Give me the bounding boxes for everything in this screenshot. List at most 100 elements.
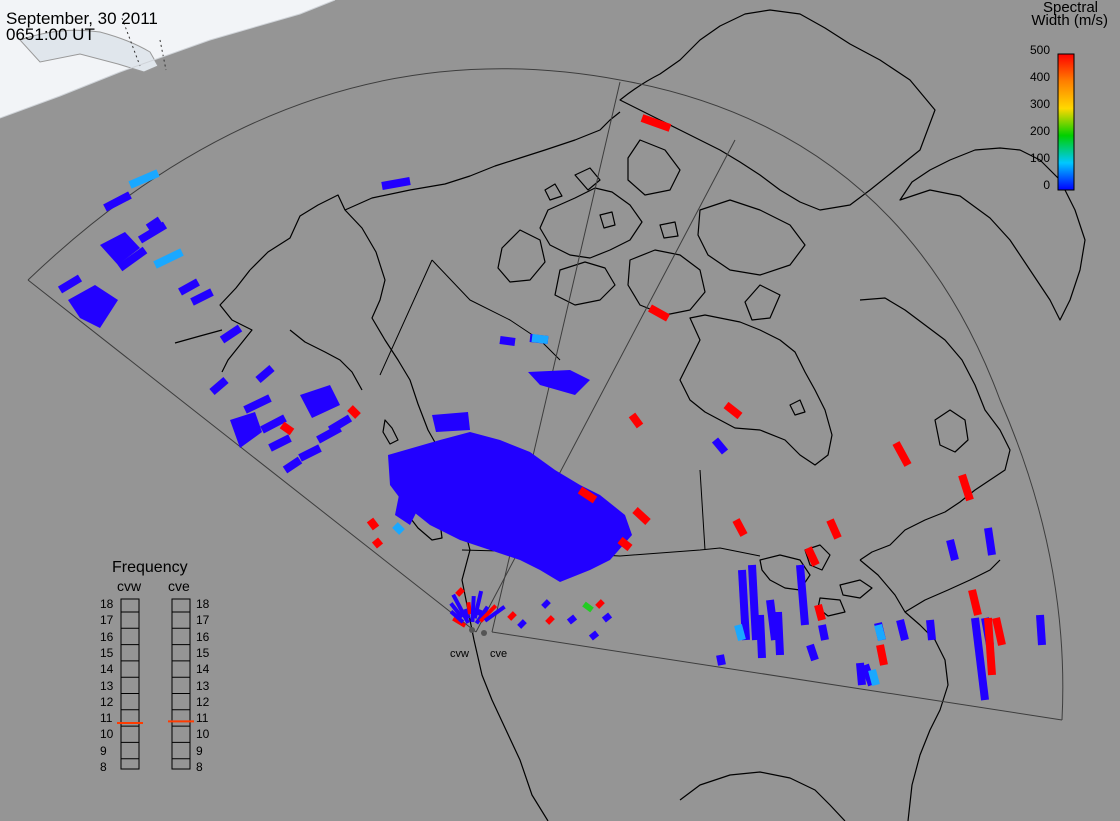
colorbar <box>1057 53 1075 191</box>
scatter-cell <box>711 437 729 455</box>
scatter-cell <box>449 602 464 619</box>
scatter-cell <box>566 614 578 625</box>
scatter-cell <box>347 405 361 419</box>
scatter-cell <box>279 421 295 436</box>
scatter-cell <box>381 177 411 190</box>
map-time: 0651:00 UT <box>6 25 95 44</box>
cve-frequency-box <box>171 598 191 770</box>
colorbar-title-line1: Spectral <box>1042 0 1098 16</box>
scatter-cell <box>984 617 996 676</box>
cve-site-label: cve <box>490 648 508 660</box>
scatter-region <box>528 370 590 395</box>
colorbar-tick: 100 <box>1029 151 1050 165</box>
fov-outlines <box>27 68 1064 721</box>
scatter-cell <box>190 288 214 306</box>
daylight-region <box>0 0 335 118</box>
backscatter-cells <box>57 114 1046 701</box>
frequency-level-label: 10 <box>196 727 210 742</box>
scatter-region <box>100 232 140 265</box>
frequency-level-label: 18 <box>100 597 114 611</box>
scatter-cell <box>716 654 726 666</box>
scatter-cell <box>255 364 275 384</box>
colorbar-title-line2: Width (m/s) <box>1031 12 1108 29</box>
frequency-level-label: 15 <box>196 645 210 660</box>
scatter-cell <box>452 616 467 628</box>
scatter-cell <box>466 601 472 615</box>
frequency-level-label: 8 <box>100 760 107 774</box>
scatter-cell <box>628 412 644 429</box>
scatter-cell <box>260 414 287 434</box>
scatter-cell <box>588 630 600 641</box>
scatter-cell <box>117 246 148 272</box>
scatter-cell <box>474 605 490 625</box>
scatter-cell <box>517 619 527 629</box>
scatter-cell <box>876 644 888 666</box>
scatter-cell <box>178 278 200 296</box>
scatter-cell <box>582 601 594 613</box>
frequency-level-label: 13 <box>100 678 114 693</box>
frequency-level-label: 12 <box>196 694 210 709</box>
cve-column-label: cve <box>168 578 190 594</box>
scatter-cell <box>723 401 743 420</box>
scatter-cell <box>796 564 809 626</box>
scatter-cell <box>632 507 651 525</box>
map-date: September, 30 2011 <box>6 9 158 28</box>
frequency-level-label: 9 <box>196 743 203 758</box>
scatter-cell <box>946 539 959 561</box>
scatter-cell <box>874 623 886 642</box>
frequency-boxes <box>117 598 194 770</box>
scatter-cell <box>243 394 272 414</box>
scatter-cell <box>545 615 555 625</box>
scatter-cell <box>57 274 83 294</box>
scatter-cell <box>958 473 974 502</box>
colorbar-tick: 300 <box>1029 97 1050 111</box>
scatter-region <box>395 490 420 525</box>
scatter-cell <box>298 444 322 462</box>
daylight-coast <box>19 29 159 73</box>
scatter-cell <box>868 668 880 687</box>
frequency-level-label: 17 <box>100 613 114 628</box>
scatter-cell <box>595 599 605 609</box>
scatter-cell <box>738 569 750 641</box>
daylight-edge <box>0 0 336 119</box>
scatter-cell <box>463 608 471 620</box>
scatter-region <box>68 285 118 328</box>
scatter-cell <box>478 604 498 623</box>
frequency-level-label: 10 <box>100 727 114 742</box>
scatter-cell <box>531 334 549 344</box>
scatter-cell <box>219 324 243 344</box>
frequency-level-label: 16 <box>100 629 114 644</box>
scatter-cell <box>814 603 826 622</box>
scatter-cell <box>774 611 784 656</box>
scatter-cell <box>371 537 384 549</box>
scatter-cell <box>734 623 746 642</box>
scatter-cell <box>327 414 353 434</box>
frequency-level-label: 12 <box>100 694 114 709</box>
scatter-cell <box>601 612 613 623</box>
fov-west-edge <box>27 279 477 633</box>
scatter-cell <box>449 610 465 624</box>
scatter-cell <box>992 617 1006 646</box>
scatter-cell <box>892 441 912 467</box>
scatter-region <box>432 412 470 432</box>
scatter-cell <box>617 536 633 552</box>
colorbar-tick: 400 <box>1029 70 1050 84</box>
fov-outer-arc <box>27 68 1064 721</box>
frequency-level-label: 8 <box>196 760 203 774</box>
scatter-cell <box>806 643 819 662</box>
scatter-cell <box>483 605 506 623</box>
scatter-cell <box>103 191 132 212</box>
frequency-level-label: 14 <box>196 662 210 677</box>
scatter-cell <box>455 587 465 597</box>
frequency-level-label: 17 <box>196 613 210 628</box>
scatter-cell <box>756 614 766 659</box>
scatter-cell <box>541 599 551 609</box>
scatter-region <box>230 412 262 448</box>
colorbar-tick: 0 <box>1043 178 1050 192</box>
scatter-cell <box>1036 614 1046 646</box>
scatter-cell <box>499 336 516 346</box>
frequency-level-label: 9 <box>100 743 107 758</box>
scatter-cell <box>926 619 936 641</box>
colorbar-tick: 500 <box>1029 43 1050 57</box>
